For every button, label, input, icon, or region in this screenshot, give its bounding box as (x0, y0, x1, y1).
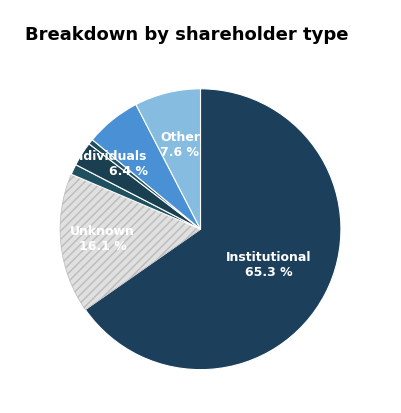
Wedge shape (136, 89, 200, 229)
Text: Breakdown by shareholder type: Breakdown by shareholder type (25, 26, 348, 44)
Wedge shape (60, 174, 200, 310)
Wedge shape (89, 140, 200, 229)
Text: Other
7.6 %: Other 7.6 % (160, 131, 200, 159)
Text: Unknown
16.1 %: Unknown 16.1 % (70, 225, 135, 254)
Wedge shape (92, 104, 200, 229)
Text: Institutional
65.3 %: Institutional 65.3 % (226, 251, 312, 279)
Wedge shape (85, 89, 341, 370)
Text: Individuals
6.4 %: Individuals 6.4 % (71, 150, 148, 178)
Wedge shape (71, 165, 200, 229)
Wedge shape (76, 144, 200, 229)
